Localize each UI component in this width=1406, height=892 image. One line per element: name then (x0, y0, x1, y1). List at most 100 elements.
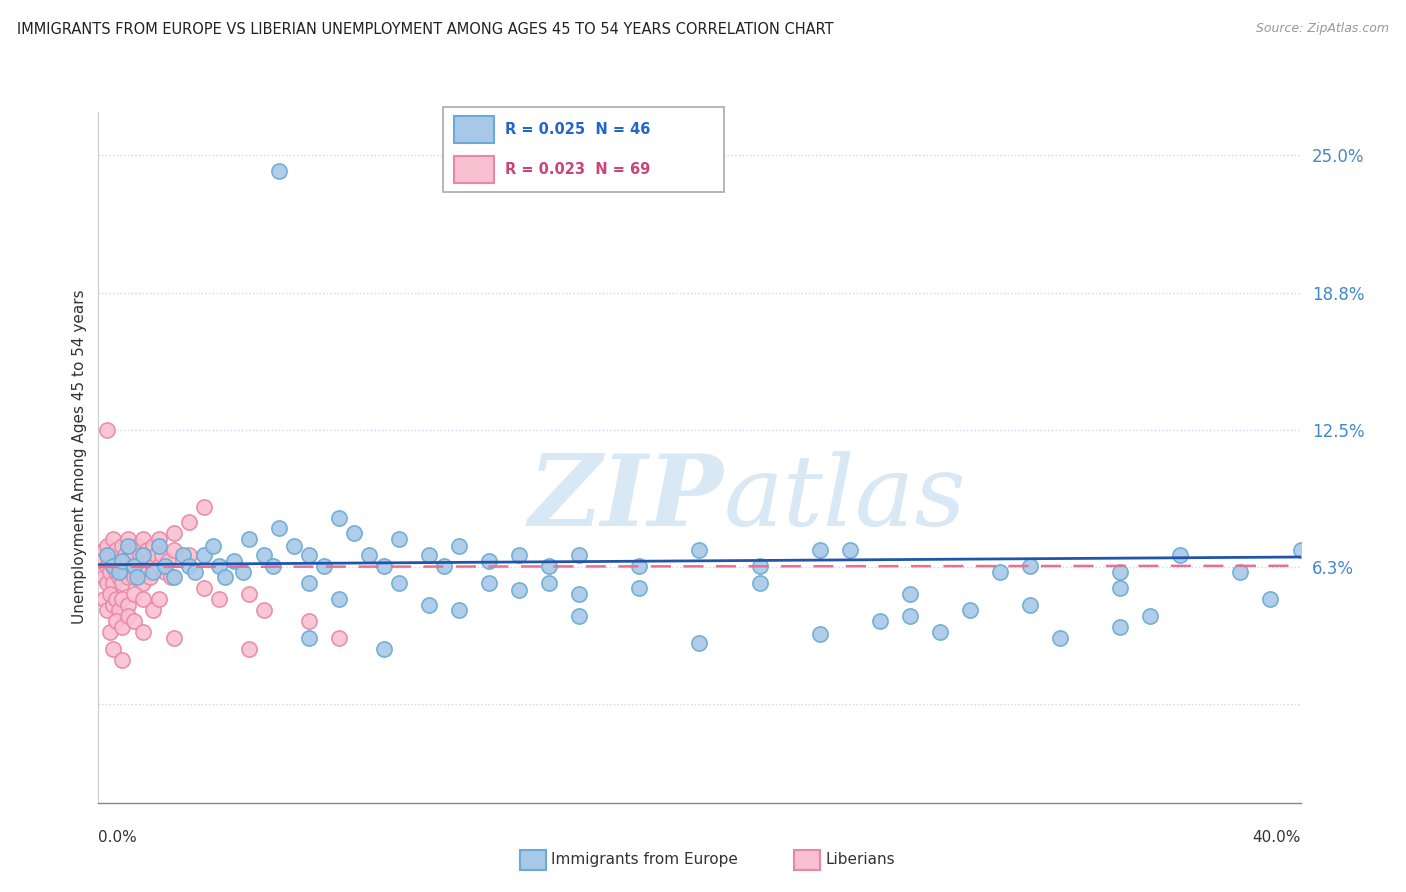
Point (138, 570, 160, 584)
Point (1109, 566, 1132, 580)
Point (478, 576, 501, 591)
Point (132, 591, 155, 606)
Point (433, 558, 456, 573)
Point (748, 558, 770, 573)
Point (96, 576, 118, 591)
Point (177, 558, 200, 573)
Point (1049, 631, 1071, 645)
Point (93, 543, 115, 558)
Point (96, 602, 118, 616)
Point (418, 599, 440, 613)
Point (1229, 566, 1251, 580)
Point (388, 576, 411, 591)
Point (96, 539, 118, 553)
Text: IMMIGRANTS FROM EUROPE VS LIBERIAN UNEMPLOYMENT AMONG AGES 45 TO 54 YEARS CORREL: IMMIGRANTS FROM EUROPE VS LIBERIAN UNEMP… (17, 22, 834, 37)
Point (253, 548, 276, 562)
Point (121, 543, 143, 558)
Point (183, 566, 205, 580)
Point (117, 539, 139, 553)
Y-axis label: Unemployment Among Ages 45 to 54 years: Unemployment Among Ages 45 to 54 years (72, 290, 87, 624)
Point (96, 558, 118, 573)
Point (132, 548, 155, 562)
Point (162, 525, 184, 540)
Point (103, 533, 125, 547)
Point (162, 570, 184, 584)
Point (193, 548, 215, 562)
Point (114, 548, 136, 562)
Point (96, 423, 118, 437)
Point (141, 566, 163, 580)
Point (148, 558, 170, 573)
FancyBboxPatch shape (454, 116, 494, 143)
Point (111, 591, 134, 606)
Point (193, 500, 215, 514)
Point (808, 543, 831, 558)
Point (105, 591, 128, 606)
Point (159, 570, 181, 584)
Text: atlas: atlas (724, 451, 966, 546)
Point (145, 548, 167, 562)
Point (688, 543, 710, 558)
Point (111, 620, 134, 634)
Point (177, 548, 200, 562)
Point (201, 539, 224, 553)
Point (138, 554, 160, 568)
FancyBboxPatch shape (454, 156, 494, 183)
Point (328, 631, 350, 645)
Point (103, 642, 125, 657)
Text: Immigrants from Europe: Immigrants from Europe (551, 853, 738, 867)
Point (121, 558, 143, 573)
Text: 40.0%: 40.0% (1253, 830, 1301, 845)
Point (132, 576, 155, 591)
Point (111, 539, 134, 553)
Point (222, 554, 245, 568)
Point (373, 642, 395, 657)
Point (298, 548, 321, 562)
Point (208, 591, 231, 606)
Point (1019, 558, 1042, 573)
Point (1170, 548, 1192, 562)
Point (328, 510, 350, 524)
Point (568, 609, 591, 624)
Point (373, 558, 395, 573)
Point (328, 591, 350, 606)
Point (127, 570, 149, 584)
Point (90, 554, 112, 568)
Point (108, 570, 131, 584)
Point (132, 558, 155, 573)
Point (1289, 543, 1312, 558)
Point (357, 548, 380, 562)
Point (150, 548, 173, 562)
Point (103, 558, 125, 573)
Point (508, 582, 530, 597)
Point (214, 570, 236, 584)
Point (129, 548, 152, 562)
Text: Liberians: Liberians (825, 853, 896, 867)
Point (148, 539, 170, 553)
Point (117, 570, 139, 584)
Point (1109, 581, 1132, 595)
Point (111, 576, 134, 591)
Point (111, 558, 134, 573)
FancyBboxPatch shape (443, 107, 724, 192)
Point (538, 558, 561, 573)
Point (1019, 599, 1042, 613)
Point (117, 554, 139, 568)
Point (141, 558, 163, 573)
Point (96, 548, 118, 562)
Point (177, 515, 200, 529)
Point (238, 533, 260, 547)
Point (418, 548, 440, 562)
Point (343, 525, 366, 540)
Point (1139, 609, 1161, 624)
Point (869, 614, 891, 628)
Point (232, 566, 254, 580)
Point (117, 609, 139, 624)
Point (100, 548, 122, 562)
Point (568, 548, 591, 562)
Point (124, 570, 146, 584)
Point (388, 533, 411, 547)
Point (298, 631, 321, 645)
Point (283, 539, 305, 553)
Point (267, 521, 290, 535)
